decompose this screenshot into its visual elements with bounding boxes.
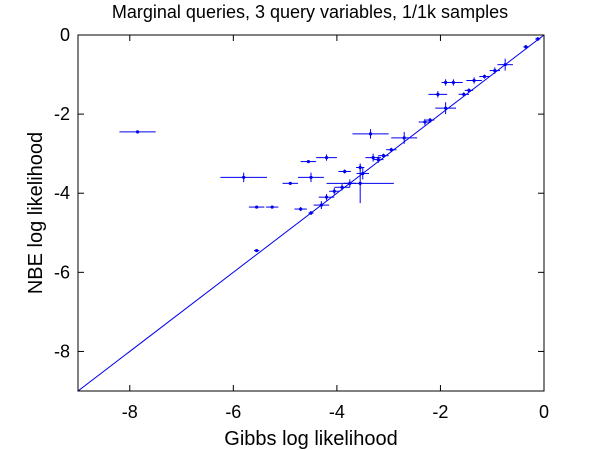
point-marker	[309, 175, 313, 179]
data-point-36	[489, 67, 500, 74]
y-tick-label-2: -4	[54, 183, 70, 203]
point-marker	[361, 171, 365, 176]
point-marker	[299, 207, 303, 211]
data-point-35	[479, 74, 490, 79]
data-point-3	[265, 205, 279, 209]
point-marker	[306, 159, 311, 164]
point-marker	[423, 120, 427, 124]
point-marker	[482, 74, 487, 79]
data-point-23	[378, 153, 389, 158]
point-marker	[371, 156, 375, 160]
point-marker	[451, 80, 455, 85]
point-marker	[428, 118, 432, 122]
data-point-20	[338, 169, 351, 174]
data-point-4	[254, 248, 260, 253]
data-point-1	[220, 172, 267, 183]
x-tick-label-0: -8	[122, 402, 138, 422]
data-point-27	[425, 118, 435, 123]
data-point-33	[464, 88, 474, 93]
plot-frame	[77, 34, 545, 392]
point-marker	[324, 195, 329, 199]
point-marker	[255, 248, 259, 253]
point-marker	[309, 211, 313, 215]
point-marker	[402, 136, 406, 140]
y-tick-label-4: 0	[60, 25, 70, 45]
x-tick-label-4: 0	[539, 402, 549, 422]
point-marker	[368, 132, 373, 136]
chart-title: Marginal queries, 3 query variables, 1/1…	[112, 2, 508, 22]
data-point-0	[119, 130, 156, 134]
x-tick-label-1: -6	[225, 402, 241, 422]
point-marker	[436, 92, 440, 96]
point-marker	[381, 154, 386, 158]
data-point-24	[386, 147, 397, 152]
point-marker	[340, 185, 344, 189]
data-point-38	[523, 44, 529, 49]
data-point-2	[248, 205, 265, 209]
data-point-34	[466, 77, 482, 84]
data-point-12	[313, 201, 330, 210]
point-marker	[242, 175, 246, 179]
data-point-32	[458, 92, 469, 97]
data-point-13	[318, 194, 335, 201]
point-marker	[503, 63, 507, 67]
point-marker	[524, 45, 528, 49]
point-marker	[536, 37, 540, 41]
point-marker	[358, 181, 362, 185]
point-marker	[288, 181, 292, 185]
data-point-9	[316, 154, 337, 161]
point-marker	[444, 80, 448, 85]
data-point-14	[329, 188, 340, 195]
data-point-7	[294, 207, 307, 212]
point-marker	[472, 78, 476, 83]
point-marker	[332, 189, 336, 193]
data-point-6	[298, 172, 324, 183]
point-marker	[343, 169, 347, 174]
point-marker	[255, 205, 259, 209]
data-point-10	[300, 159, 317, 164]
data-point-26	[418, 118, 432, 126]
data-point-29	[428, 91, 448, 98]
data-point-18	[356, 167, 369, 180]
data-point-11	[352, 129, 389, 139]
axis-ticks: -8 -6 -4 -2 0 -8 -6 -4 -2 0	[54, 25, 549, 422]
point-marker	[444, 106, 448, 110]
data-point-39	[535, 36, 541, 41]
x-tick-label-3: -2	[432, 402, 448, 422]
point-marker	[462, 92, 466, 96]
x-axis-label: Gibbs log likelihood	[224, 428, 397, 450]
point-marker	[324, 156, 329, 160]
data-point-5	[282, 181, 299, 185]
y-tick-label-1: -6	[54, 262, 70, 282]
y-tick-label-0: -8	[54, 341, 70, 361]
data-point-31	[441, 79, 450, 86]
point-marker	[319, 203, 323, 207]
y-tick-label-3: -2	[54, 104, 70, 124]
point-marker	[389, 148, 393, 152]
data-point-15	[334, 184, 350, 191]
plot-area	[78, 35, 544, 391]
data-point-8	[308, 211, 314, 215]
data-point-37	[497, 58, 513, 71]
point-marker	[376, 158, 380, 162]
point-marker	[493, 69, 497, 73]
data-point-28	[435, 102, 456, 115]
y-axis-label: NBE log likelihood	[25, 132, 47, 294]
data-point-19	[356, 164, 365, 171]
data-point-25	[391, 131, 418, 144]
point-marker	[135, 130, 140, 134]
data-point-22	[373, 156, 384, 163]
x-tick-label-2: -4	[329, 402, 345, 422]
point-marker	[467, 88, 471, 92]
point-marker	[270, 205, 274, 209]
point-marker	[358, 165, 362, 170]
